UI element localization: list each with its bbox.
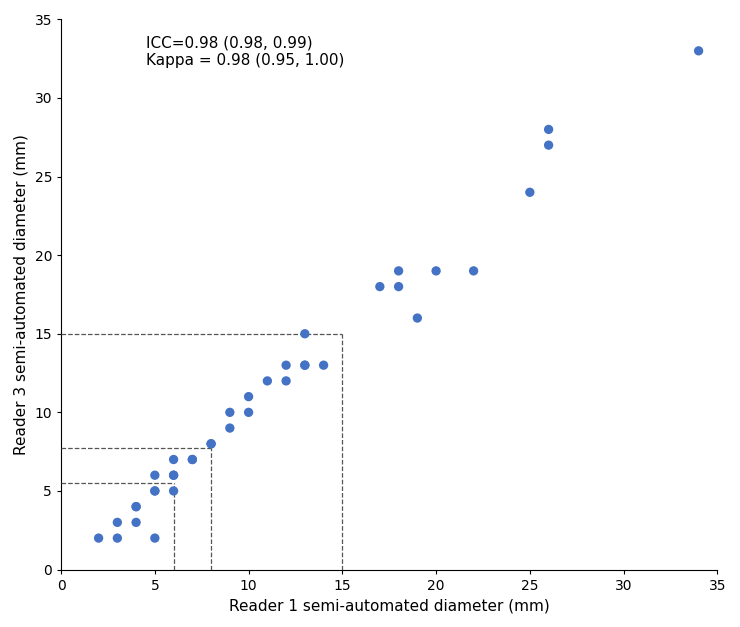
Point [149,486,161,496]
Point [149,486,161,496]
Point [299,360,311,370]
Point [112,533,124,543]
Point [112,517,124,527]
Point [261,376,273,386]
Point [299,329,311,339]
Y-axis label: Reader 3 semi-automated diameter (mm): Reader 3 semi-automated diameter (mm) [14,134,29,455]
Point [130,502,142,512]
Point [468,266,480,276]
Point [149,470,161,480]
Point [280,360,292,370]
Point [224,408,236,418]
Point [393,282,405,292]
Point [130,517,142,527]
Point [280,376,292,386]
Point [186,455,198,465]
Point [243,408,255,418]
Point [149,533,161,543]
Point [224,423,236,433]
Point [130,502,142,512]
Point [430,266,442,276]
Point [374,282,386,292]
Point [168,470,180,480]
Point [393,266,405,276]
Point [168,470,180,480]
X-axis label: Reader 1 semi-automated diameter (mm): Reader 1 semi-automated diameter (mm) [229,598,550,613]
Point [205,439,217,449]
Point [205,439,217,449]
Point [168,486,180,496]
Text: ICC=0.98 (0.98, 0.99)
Kappa = 0.98 (0.95, 1.00): ICC=0.98 (0.98, 0.99) Kappa = 0.98 (0.95… [147,36,345,68]
Point [542,124,554,134]
Point [411,313,423,323]
Point [317,360,329,370]
Point [168,455,180,465]
Point [524,187,536,198]
Point [299,360,311,370]
Point [542,140,554,150]
Point [243,392,255,402]
Point [92,533,104,543]
Point [186,455,198,465]
Point [693,46,704,56]
